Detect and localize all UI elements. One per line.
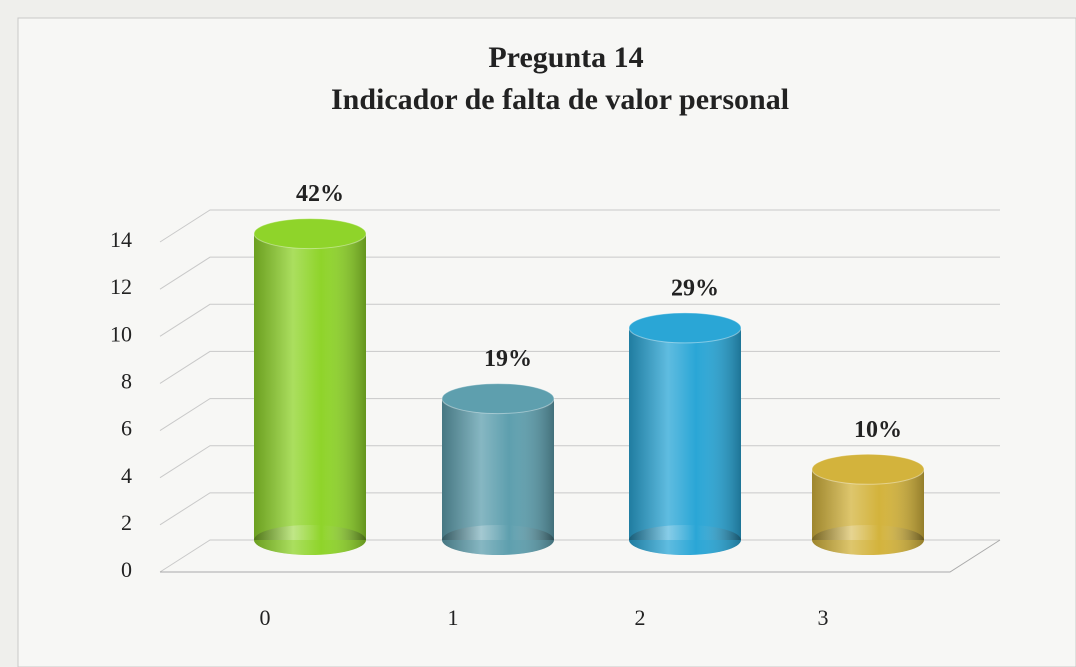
y-tick-label: 4 [121, 463, 132, 488]
bar-shade [254, 233, 366, 541]
chart-title: Indicador de falta de valor personal [331, 83, 789, 116]
bar-base-shade [254, 525, 366, 555]
x-tick-label: 0 [260, 605, 271, 630]
grid-line [159, 256, 1000, 290]
x-tick-label: 1 [448, 605, 459, 630]
data-label: 42% [296, 181, 344, 207]
bar-top [811, 453, 925, 485]
bar-top [628, 312, 742, 344]
bar-top [253, 218, 367, 250]
bar-shade [442, 398, 554, 540]
y-tick-label: 6 [121, 416, 132, 441]
y-tick-label: 2 [121, 510, 132, 535]
y-tick-label: 14 [110, 227, 132, 252]
chart-title: Pregunta 14 [488, 41, 643, 74]
chart-frame [17, 17, 1076, 667]
y-tick-label: 0 [121, 557, 132, 582]
bar-top [441, 383, 555, 415]
y-tick-label: 12 [110, 274, 132, 299]
x-tick-label: 2 [635, 605, 646, 630]
bar-base-shade [629, 525, 741, 555]
data-label: 19% [484, 346, 532, 372]
grid-line [159, 209, 1000, 243]
y-tick-label: 8 [121, 368, 132, 393]
x-tick-label: 3 [818, 605, 829, 630]
grid-line [159, 303, 1000, 337]
data-label: 29% [671, 275, 719, 301]
data-label: 10% [854, 417, 902, 443]
bar-base-shade [442, 525, 554, 555]
bar-shade [629, 327, 741, 540]
y-tick-label: 10 [110, 321, 132, 346]
bar-base-shade [812, 525, 924, 555]
floor [160, 539, 1001, 573]
